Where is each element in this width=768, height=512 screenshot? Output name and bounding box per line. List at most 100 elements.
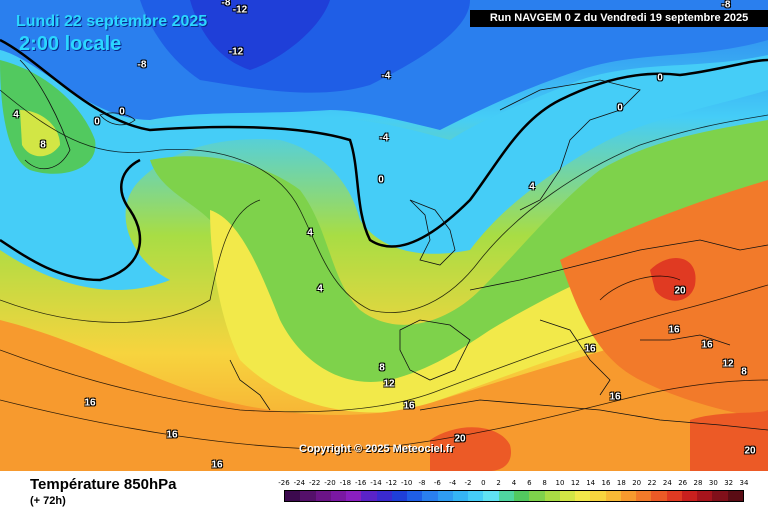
contour-label: 16: [609, 391, 621, 403]
color-scale-cell: [285, 491, 301, 501]
color-scale-bar: [284, 490, 744, 502]
contour-label: 4: [13, 109, 19, 121]
legend-footer: Température 850hPa (+ 72h) -26 -24 -22 -20-…: [0, 471, 768, 512]
forecast-time: 2:00 locale: [19, 33, 122, 55]
contour-label: 20: [744, 445, 756, 457]
contour-label: 8: [741, 366, 747, 378]
contour-label: -8: [721, 0, 731, 11]
color-scale-cell: [620, 491, 637, 501]
color-scale-tick-label: 0: [481, 479, 486, 487]
color-scale-tick-label: -4: [449, 479, 457, 487]
color-scale-tick-label: -26: [278, 479, 290, 487]
parameter-title: Température 850hPa: [30, 476, 177, 493]
contour-label: 16: [84, 397, 96, 409]
color-scale-cell: [391, 491, 408, 501]
color-scale-cell: [315, 491, 331, 501]
color-scale-cell: [498, 491, 514, 501]
color-scale-cell: [437, 491, 453, 501]
color-scale-tick-label: -24: [293, 479, 306, 487]
color-scale-tick-label: -8: [418, 479, 426, 487]
model-run-banner: Run NAVGEM 0 Z du Vendredi 19 septembre …: [470, 10, 768, 27]
contour-label: 12: [383, 378, 395, 390]
contour-label: 20: [674, 285, 686, 297]
contour-label: 0: [94, 116, 100, 128]
color-scale-cell: [666, 491, 682, 501]
color-scale-tick-label: 8: [542, 479, 547, 487]
color-scale-cell: [697, 491, 713, 501]
contour-label: -4: [381, 70, 391, 82]
color-scale-cell: [712, 491, 728, 501]
green-tongue-atlantic: [150, 120, 768, 392]
color-scale-cell: [468, 491, 484, 501]
contour-label: 16: [668, 324, 680, 336]
color-scale-tick-label: 10: [555, 479, 565, 487]
color-scale-tick-label: 2: [496, 479, 501, 487]
color-scale-tick-label: -12: [385, 479, 398, 487]
contour-label: 0: [657, 72, 663, 84]
contour-label: 4: [529, 181, 535, 193]
warm-region-east: [560, 180, 768, 420]
color-scale-cell: [361, 491, 377, 501]
color-scale-tick-label: 20: [632, 479, 642, 487]
hot-core-east: [650, 258, 696, 301]
contour-label: 16: [701, 339, 713, 351]
color-scale-cell: [651, 491, 667, 501]
color-scale-cell: [407, 491, 423, 501]
contour-label: 0: [378, 174, 384, 186]
contour-label: -12: [228, 46, 244, 58]
color-scale-cell: [300, 491, 316, 501]
coldest-core: [190, 0, 330, 70]
color-scale-tick-label: 14: [586, 479, 596, 487]
contour-label: 16: [166, 429, 178, 441]
color-scale-tick-label: -22: [308, 479, 321, 487]
color-scale-tick-label: 6: [527, 479, 532, 487]
contour-label: 8: [379, 362, 385, 374]
color-scale-cell: [575, 491, 591, 501]
contour-label: -12: [232, 4, 248, 16]
color-scale-cell: [559, 491, 576, 501]
color-scale-tick-label: -6: [433, 479, 441, 487]
color-scale-cell: [590, 491, 606, 501]
color-scale-tick-label: 12: [570, 479, 580, 487]
color-scale-cell: [605, 491, 621, 501]
contour-label: 16: [584, 343, 596, 355]
contour-label: 16: [211, 459, 223, 471]
color-scale-tick-label: -2: [464, 479, 472, 487]
contour-label: 12: [722, 358, 734, 370]
color-scale-cell: [346, 491, 362, 501]
contour-label: 8: [40, 139, 46, 151]
color-scale-tick-label: 34: [739, 479, 749, 487]
color-scale-tick-label: -16: [354, 479, 367, 487]
color-scale-cell: [376, 491, 392, 501]
color-scale-cell: [513, 491, 530, 501]
color-scale-tick-label: -14: [370, 479, 382, 487]
color-scale-cell: [529, 491, 545, 501]
isotherm-lines: [0, 89, 768, 451]
color-scale-tick-label: 28: [693, 479, 703, 487]
color-scale-tick-label: -10: [400, 479, 413, 487]
temperature-850hpa-map: [0, 0, 768, 471]
forecast-step: (+ 72h): [30, 495, 66, 507]
contour-label: 0: [119, 106, 125, 118]
copyright-notice: Copyright © 2025 Meteociel.fr: [299, 443, 454, 455]
color-scale-tick-label: -20: [324, 479, 336, 487]
coastlines: [19, 59, 768, 431]
forecast-date: Lundi 22 septembre 2025: [16, 13, 208, 30]
contour-label: 4: [317, 283, 323, 295]
hot-core-africa: [430, 427, 511, 471]
contour-label: 20: [454, 433, 466, 445]
zero-isotherm: [0, 38, 768, 282]
contour-label: 16: [403, 400, 415, 412]
color-scale-tick-label: -18: [339, 479, 352, 487]
color-scale-tick-label: 22: [647, 479, 657, 487]
color-scale-cell: [544, 491, 560, 501]
contour-label: -4: [379, 132, 389, 144]
color-scale-cell: [452, 491, 469, 501]
color-scale-tick-label: 32: [724, 479, 734, 487]
color-scale-tick-label: 18: [616, 479, 626, 487]
color-scale-cell: [727, 491, 743, 501]
contour-label: -8: [137, 59, 147, 71]
contour-label: 4: [307, 227, 313, 239]
color-scale-tick-label: 4: [511, 479, 517, 487]
